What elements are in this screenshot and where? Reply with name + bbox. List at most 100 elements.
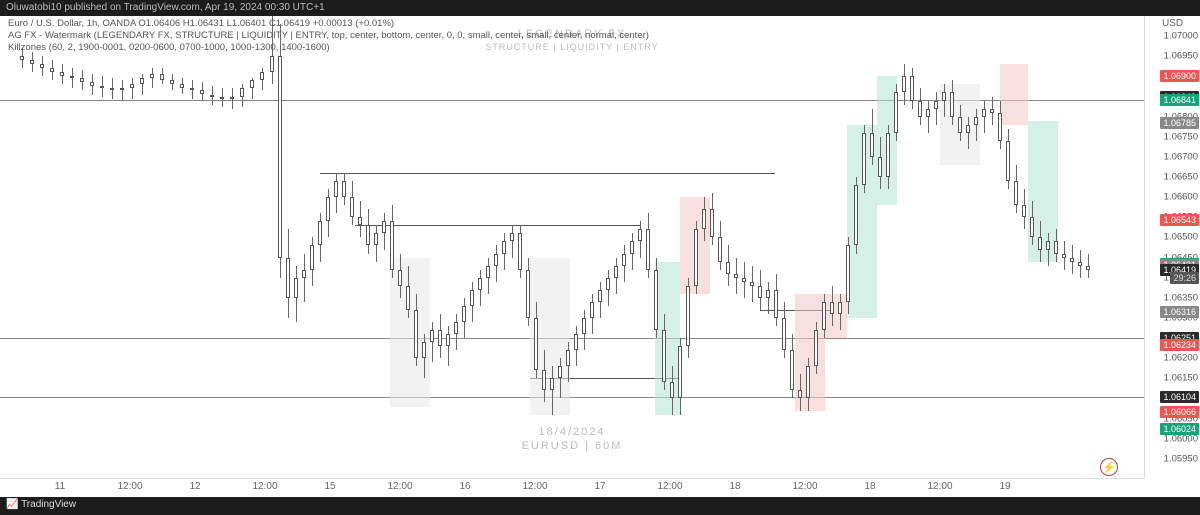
chart-area[interactable]: USD LEGENDARY FX STRUCTURE | LIQUIDITY |… [0,16,1200,497]
footer-bar: 📈 TradingView [0,497,1200,515]
xtick: 12:00 [927,481,952,492]
candle-body [558,366,562,378]
candle-body [734,274,738,278]
symbol-info: Euro / U.S. Dollar, 1h, OANDA O1.06406 H… [8,18,649,54]
candle-body [878,157,882,177]
killzone [1000,64,1028,124]
candle-body [310,245,314,269]
candle-body [1046,241,1050,249]
liquidity-line [355,225,640,226]
candle-body [726,262,730,274]
candle-body [190,88,194,90]
candle-body [750,282,754,286]
candle-body [478,278,482,290]
candle-body [958,117,962,133]
price-label: 1.06543 [1160,214,1199,226]
candle-body [846,245,850,301]
candle-body [534,318,538,370]
ytick: 1.06750 [1164,131,1198,142]
price-label: 1.06104 [1160,391,1199,403]
candle-body [942,92,946,100]
candle-body [654,270,658,330]
ytick: 1.06650 [1164,172,1198,183]
candle-body [494,254,498,266]
candle-body [286,258,290,298]
price-label: 29:26 [1170,272,1199,284]
candle-body [614,266,618,278]
candle-body [270,56,274,72]
candle-body [1006,141,1010,181]
candle-body [1030,217,1034,237]
ytick: 1.06700 [1164,151,1198,162]
candle-body [670,382,674,398]
candle-body [974,117,978,125]
candle-body [766,290,770,298]
price-label: 1.06234 [1160,339,1199,351]
candle-body [342,181,346,197]
candle-body [518,233,522,269]
candle-body [80,78,84,82]
candle-wick [232,88,233,108]
candle-body [350,197,354,217]
ytick: 1.06500 [1164,232,1198,243]
candle-body [260,72,264,80]
candle-body [334,181,338,197]
candle-body [1078,262,1082,266]
candle-body [678,346,682,398]
candle-body [1022,205,1026,217]
price-plot[interactable]: LEGENDARY FX STRUCTURE | LIQUIDITY | ENT… [0,16,1145,479]
time-axis[interactable]: 1112:001212:001512:001612:001712:001812:… [0,479,1145,497]
candle-body [50,68,54,72]
candle-body [302,270,306,278]
candle-body [180,84,184,88]
candle-body [526,270,530,318]
publish-bar: Oluwatobi10 published on TradingView.com… [0,0,1200,16]
watermark-date: 18/4/2024 [539,426,606,438]
candle-body [758,286,762,298]
candle-body [90,82,94,86]
xtick: 12:00 [117,481,142,492]
candle-body [798,390,802,398]
candle-body [742,278,746,282]
ytick: 1.06150 [1164,373,1198,384]
candle-body [950,92,954,116]
price-axis[interactable]: 1.070001.069501.069001.068501.068001.067… [1145,16,1200,479]
candle-body [278,56,282,257]
candle-wick [1048,233,1049,265]
candle-body [870,133,874,157]
candle-body [862,133,866,185]
candle-body [822,302,826,330]
xtick: 12:00 [792,481,817,492]
flash-icon[interactable]: ⚡ [1100,458,1118,476]
indicator-line-1: AG FX - Watermark (LEGENDARY FX, STRUCTU… [8,30,649,42]
candle-wick [976,109,977,141]
xtick: 12:00 [657,481,682,492]
candle-body [702,209,706,229]
price-label: 1.06316 [1160,306,1199,318]
ytick: 1.05950 [1164,453,1198,464]
candle-body [910,76,914,100]
candle-body [926,109,930,117]
xtick: 18 [864,481,875,492]
candle-body [390,221,394,269]
candle-body [110,88,114,90]
xtick: 12:00 [252,481,277,492]
ytick: 1.07000 [1164,31,1198,42]
candle-body [894,92,898,132]
candle-body [100,86,104,88]
candle-wick [132,78,133,98]
candle-body [60,72,64,76]
candle-body [120,88,124,90]
candle-wick [768,282,769,314]
candle-body [1086,266,1090,270]
candle-body [622,254,626,266]
xtick: 12:00 [522,481,547,492]
candle-body [806,366,810,398]
candle-body [886,133,890,177]
price-label: 1.06066 [1160,406,1199,418]
candle-body [830,302,834,314]
candle-body [1054,241,1058,253]
price-label: 1.06785 [1160,117,1199,129]
tv-logo-icon: 📈 [6,499,21,510]
candle-body [790,350,794,390]
